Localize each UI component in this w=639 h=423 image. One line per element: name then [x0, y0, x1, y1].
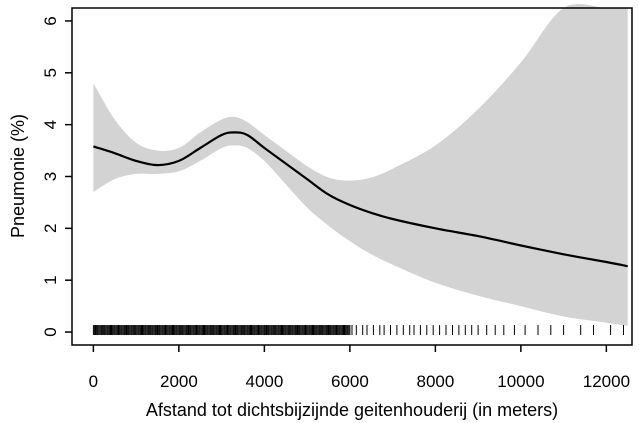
x-tick-label: 8000	[416, 372, 454, 391]
x-tick-label: 0	[89, 372, 98, 391]
y-tick-label: 0	[41, 327, 60, 336]
x-tick-label: 12000	[583, 372, 630, 391]
x-tick-label: 2000	[160, 372, 198, 391]
y-tick-label: 5	[41, 68, 60, 77]
y-tick-label: 2	[41, 224, 60, 233]
fit-line	[93, 131, 628, 268]
x-tick-label: 4000	[245, 372, 283, 391]
y-tick-label: 1	[41, 275, 60, 284]
y-axis-title: Pneumonie (%)	[8, 114, 28, 238]
x-tick-label: 6000	[331, 372, 369, 391]
y-tick-label: 6	[41, 16, 60, 25]
x-tick-label: 10000	[497, 372, 544, 391]
confidence-band-layer	[93, 3, 628, 326]
y-tick-label: 4	[41, 120, 60, 129]
x-axis-title: Afstand tot dichtsbijzijnde geitenhouder…	[146, 400, 558, 420]
y-tick-label: 3	[41, 172, 60, 181]
x-axis: 0 2000 4000 6000 8000 10000 12000	[89, 345, 630, 391]
confidence-band	[93, 3, 628, 326]
y-axis: 0 1 2 3 4 5 6	[41, 16, 72, 337]
rug-layer	[92, 325, 624, 336]
fit-line-layer	[93, 131, 628, 268]
